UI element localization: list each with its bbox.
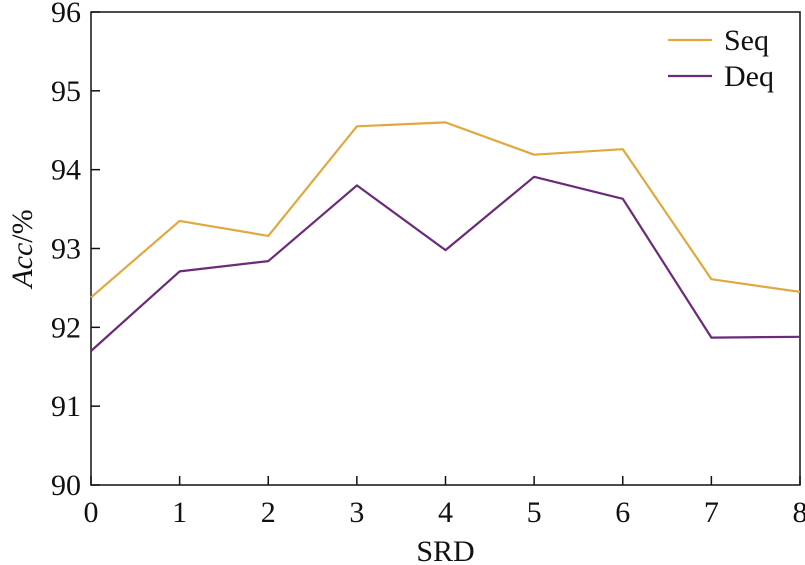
x-tick-label: 5 [527, 496, 542, 529]
x-tick-label: 7 [704, 496, 719, 529]
axis-ticks: 0 1 2 3 4 5 6 7 8 90 91 92 93 94 95 96 [51, 0, 805, 529]
x-tick-label: 1 [172, 496, 187, 529]
x-tick-label: 3 [349, 496, 364, 529]
y-axis-title: Acc/% [6, 209, 39, 289]
legend-label-deq: Deq [724, 60, 774, 93]
x-tick-label: 0 [84, 496, 99, 529]
x-tick-label: 6 [615, 496, 630, 529]
y-axis-title-unit: /% [6, 209, 39, 242]
x-tick-label: 8 [793, 496, 805, 529]
y-tick-label: 96 [51, 0, 81, 29]
y-tick-label: 95 [51, 75, 81, 108]
series-layer [90, 121, 801, 352]
y-tick-label: 94 [51, 154, 81, 187]
y-axis-title-italic: Acc [6, 243, 39, 290]
y-tick-label: 92 [51, 311, 81, 344]
legend-label-seq: Seq [724, 24, 769, 57]
y-tick-label: 90 [51, 469, 81, 502]
plot-frame [90, 11, 801, 486]
y-tick-label: 91 [51, 390, 81, 423]
x-tick-label: 4 [438, 496, 453, 529]
x-axis-title: SRD [416, 535, 474, 565]
series-line-seq [90, 121, 801, 299]
series-line-deq [90, 175, 801, 352]
y-tick-label: 93 [51, 233, 81, 266]
x-tick-label: 2 [261, 496, 276, 529]
